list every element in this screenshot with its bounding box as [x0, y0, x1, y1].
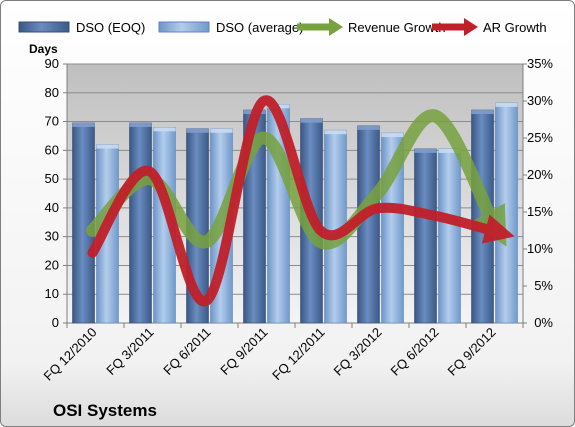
bar-cap: [96, 144, 119, 149]
bar-cap: [153, 127, 176, 132]
bar-cap: [357, 125, 380, 130]
legend-swatch-dso-eoq: [18, 21, 70, 33]
y-axis-label: Days: [29, 42, 58, 56]
bar-dso-eoq: [129, 122, 152, 324]
legend-label: DSO (EOQ): [76, 20, 145, 35]
y-tick-label: 60: [45, 142, 59, 157]
y-tick-label: 50: [45, 171, 59, 186]
x-tick-label: FQ 12/2010: [40, 325, 99, 384]
bar-dso-eoq: [414, 148, 437, 324]
legend-arrowhead: [329, 18, 343, 36]
legend-label: Revenue Growth: [348, 20, 446, 35]
x-tick-label: FQ 12/2011: [269, 325, 327, 383]
bar-cap: [129, 122, 152, 127]
y2-tick-label: 20%: [527, 167, 553, 182]
bar-cap: [414, 148, 437, 153]
bar-dso-average: [495, 102, 518, 324]
bar-cap: [72, 122, 95, 127]
y-tick-label: 70: [45, 114, 59, 129]
y-tick-label: 20: [45, 257, 59, 272]
bar-dso-average: [438, 148, 461, 324]
y-tick-label: 40: [45, 200, 59, 215]
legend-swatch-dso-average: [158, 21, 210, 33]
legend-label: AR Growth: [483, 20, 547, 35]
y2-tick-label: 10%: [527, 241, 553, 256]
x-tick-label: FQ 9/2012: [445, 325, 499, 379]
legend-label: DSO (average): [216, 20, 303, 35]
y2-tick-label: 25%: [527, 130, 553, 145]
y2-tick-label: 35%: [527, 56, 553, 71]
x-tick-label: FQ 6/2011: [160, 325, 213, 378]
y2-tick-label: 0%: [534, 315, 553, 330]
y2-tick-label: 15%: [527, 204, 553, 219]
chart-title: OSI Systems: [53, 401, 157, 420]
y-tick-label: 80: [45, 85, 59, 100]
bar-cap: [495, 102, 518, 107]
bar-cap: [471, 110, 494, 115]
x-tick-label: FQ 3/2012: [331, 325, 385, 379]
bar-cap: [381, 133, 404, 138]
y-tick-label: 30: [45, 229, 59, 244]
bar-cap: [186, 128, 209, 133]
bar-cap: [324, 130, 347, 135]
bar-cap: [210, 128, 233, 133]
y2-tick-label: 30%: [527, 93, 553, 108]
y-tick-label: 90: [45, 56, 59, 71]
y-tick-label: 10: [45, 286, 59, 301]
x-tick-label: FQ 3/2011: [103, 325, 156, 378]
bar-cap: [438, 148, 461, 153]
y2-tick-label: 5%: [534, 278, 553, 293]
bar-cap: [300, 118, 323, 123]
x-tick-label: FQ 9/2011: [217, 325, 270, 378]
legend-arrowhead: [464, 18, 478, 36]
legend: DSO (EOQ) DSO (average) Revenue Growth AR G…: [18, 18, 547, 36]
y-tick-label: 0: [52, 315, 59, 330]
x-tick-label: FQ 6/2012: [388, 325, 442, 379]
